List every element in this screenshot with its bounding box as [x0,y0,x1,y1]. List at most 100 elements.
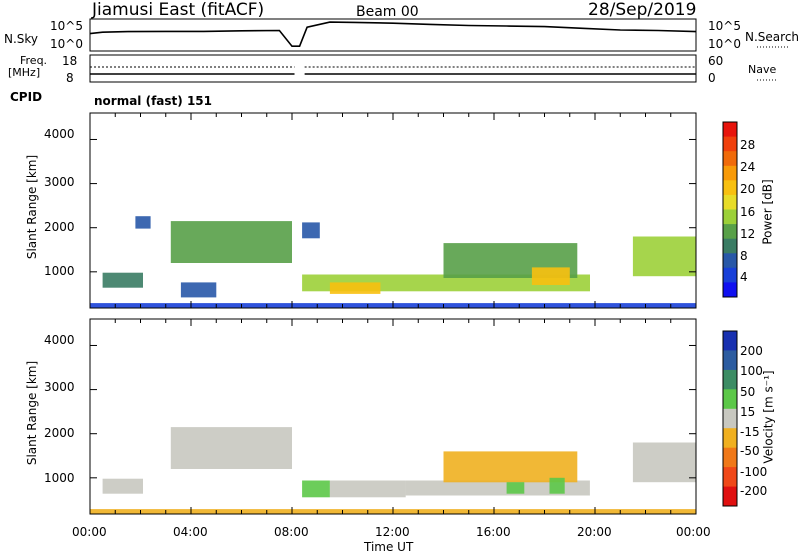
velocity-scatter-band [302,480,330,498]
power-cb-tick: 12 [740,227,756,241]
power-colorbar-swatch [723,209,737,225]
velocity-scatter-band [329,480,406,498]
power-panel [89,112,697,309]
xtick: 00:00 [676,525,711,539]
nave-tick-top: 60 [708,54,724,68]
power-scatter-band [531,267,570,285]
velocity-colorbar-swatch [723,408,737,429]
nsky-frame [89,18,697,52]
velocity-colorbar-frame [722,330,738,507]
power-cb-tick: 24 [740,160,756,174]
freq-panel [89,54,778,83]
power-scatter-band [170,221,292,263]
freq-label-line1: Freq. [20,54,48,67]
nave-tick-bottom: 0 [708,71,716,85]
velocity-colorbar-swatch [723,467,737,487]
power-cb-tick: 28 [740,138,756,152]
power-cb-tick: 8 [740,249,748,263]
power-ytick: 1000 [44,264,75,278]
power-colorbar-swatch [723,151,737,167]
power-ylabel: Slant Range [km] [25,154,40,260]
velocity-ytick: 4000 [44,333,75,347]
velocity-cb-tick: -15 [740,425,760,439]
velocity-colorbar-swatch [723,369,737,390]
cpid-value: normal (fast) 151 [94,94,212,108]
beam-label: Beam 00 [356,4,419,20]
velocity-scatter-band [405,480,590,496]
power-colorbar-swatch [723,238,737,254]
power-colorbar-swatch [723,180,737,196]
velocity-scatter-band [102,478,143,494]
velocity-scatter-band [506,482,525,494]
nsearch-label: N.Search [745,30,800,44]
power-colorbar-swatch [723,253,737,269]
xtick: 20:00 [577,525,612,539]
power-scatter-band [302,222,320,239]
power-colorbar-swatch [723,267,737,283]
power-ytick: 2000 [44,220,75,234]
xtick: 12:00 [375,525,410,539]
power-cb-label: Power [dB] [760,179,775,245]
power-scatter-band [329,282,381,294]
power-scatter-band [632,236,696,277]
date-label: 28/Sep/2019 [588,0,697,20]
velocity-colorbar [722,330,738,507]
nsky-label: N.Sky [4,32,39,46]
freq-tick-bottom: 8 [66,71,74,85]
nsearch-tick-top: 10^5 [708,19,741,33]
power-scatter-band [135,216,151,229]
velocity-ytick: 1000 [44,471,75,485]
velocity-ylabel: Slant Range [km] [25,360,40,466]
velocity-scatter-band [549,477,565,494]
xtick: 04:00 [173,525,208,539]
velocity-cb-tick: -200 [740,484,768,498]
velocity-cb-label: Velocity [m s⁻¹] [761,370,776,464]
nsky-tick-bottom: 10^0 [50,37,83,51]
power-scatter-band [180,282,217,298]
power-colorbar [722,121,738,298]
velocity-scatter-band [632,442,696,483]
freq-tick-top: 18 [62,54,78,68]
velocity-colorbar-swatch [723,447,737,468]
velocity-ytick: 3000 [44,380,75,394]
velocity-panel [89,318,697,515]
velocity-colorbar-swatch [723,389,737,410]
velocity-colorbar-swatch [723,350,737,371]
velocity-cb-tick: 200 [740,344,763,358]
power-ytick: 4000 [44,127,75,141]
power-colorbar-swatch [723,224,737,240]
power-colorbar-swatch [723,122,737,138]
velocity-cb-tick: -100 [740,465,768,479]
velocity-colorbar-swatch [723,331,737,351]
velocity-colorbar-swatch [723,486,737,507]
power-colorbar-frame [722,121,738,298]
xtick: 16:00 [476,525,511,539]
velocity-ytick: 2000 [44,426,75,440]
velocity-colorbar-swatch [723,428,737,449]
power-cb-tick: 20 [740,182,756,196]
xtick: 00:00 [72,525,107,539]
velocity-cb-tick: 50 [740,385,756,399]
cpid-label: CPID [10,90,43,104]
freq-label-line2: [MHz] [8,66,41,79]
power-colorbar-swatch [723,165,737,181]
velocity-cb-tick: 15 [740,405,756,419]
xlabel: Time UT [364,540,414,554]
nsky-panel [89,18,790,52]
station-title: Jiamusi East (fitACF) [92,0,265,20]
power-cb-tick: 4 [740,270,748,284]
velocity-scatter-band [443,451,578,483]
nave-label: Nave [748,63,777,76]
velocity-cb-tick: -50 [740,444,760,458]
nsky-series-line [89,21,697,47]
velocity-scatter-band [170,427,292,469]
freq-frame [89,54,697,83]
power-colorbar-swatch [723,136,737,152]
power-colorbar-swatch [723,194,737,210]
power-cb-tick: 16 [740,205,756,219]
nsky-tick-top: 10^5 [50,19,83,33]
velocity-cb-tick: 100 [740,364,763,378]
power-ytick: 3000 [44,175,75,189]
power-colorbar-swatch [723,282,737,298]
nsearch-tick-bottom: 10^0 [708,37,741,51]
